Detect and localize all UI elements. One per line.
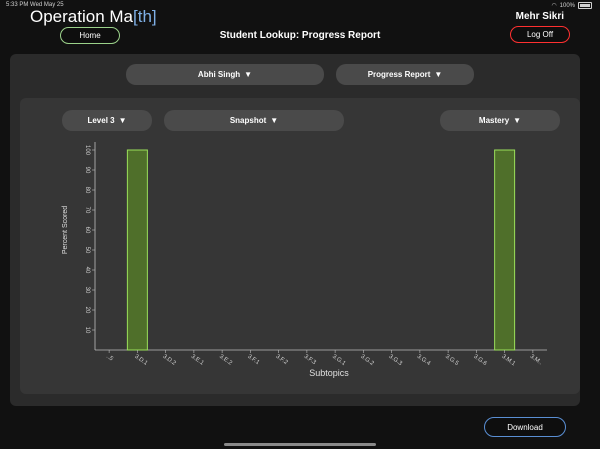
battery-icon [578, 2, 592, 9]
download-button[interactable]: Download [484, 417, 566, 437]
x-tick-label: 3.D.1 [133, 354, 149, 368]
y-tick-label: 90 [84, 167, 90, 174]
chevron-down-icon: ▼ [434, 70, 443, 79]
y-axis-label: Percent Scored [62, 206, 69, 254]
home-button[interactable]: Home [60, 27, 120, 44]
x-tick-label: 3.M.1 [500, 354, 516, 368]
chevron-down-icon: ▼ [244, 70, 253, 79]
log-off-button[interactable]: Log Off [510, 26, 570, 43]
bar-3-M-1[interactable] [494, 149, 516, 351]
chevron-down-icon: ▼ [513, 116, 522, 125]
y-tick-label: 100 [84, 145, 90, 156]
metric-dropdown-label: Mastery [478, 116, 510, 125]
bar-3-D-1[interactable] [126, 149, 148, 351]
y-tick-label: 40 [84, 267, 90, 274]
level-dropdown[interactable]: Level 3 ▼ [62, 110, 152, 131]
x-tick-label: 3.F.1 [246, 354, 261, 367]
chevron-down-icon: ▼ [270, 116, 279, 125]
status-time: 5:33 PM Wed May 25 [6, 2, 64, 8]
app-title-accent: [th] [133, 7, 157, 26]
level-dropdown-label: Level 3 [87, 116, 115, 125]
x-tick-label: 3.G.5 [444, 354, 460, 368]
x-tick-label: 3.G.2 [359, 354, 375, 368]
app-title-main: Operation Ma [30, 7, 133, 26]
view-dropdown[interactable]: Snapshot ▼ [164, 110, 344, 131]
student-dropdown-label: Abhi Singh [197, 70, 241, 79]
x-tick-label: 3.G.4 [416, 354, 432, 368]
x-tick-label: 3.E.2 [218, 354, 233, 367]
wifi-icon: ◠ [551, 3, 557, 9]
metric-dropdown[interactable]: Mastery ▼ [440, 110, 560, 131]
report-type-label: Progress Report [367, 70, 431, 79]
student-dropdown[interactable]: Abhi Singh ▼ [126, 64, 324, 85]
chevron-down-icon: ▼ [118, 116, 127, 125]
x-tick-label: 3.M.. [529, 354, 544, 367]
x-tick-label: 3.F.2 [274, 354, 289, 367]
y-tick-label: 20 [84, 307, 90, 314]
y-tick-label: 30 [84, 287, 90, 294]
user-name: Mehr Sikri [515, 11, 564, 22]
view-dropdown-label: Snapshot [229, 116, 267, 125]
battery-percent: 100% [559, 2, 575, 9]
x-tick-label: 3.G.6 [472, 354, 488, 368]
chart-panel [20, 98, 580, 394]
x-axis-label: Subtopics [309, 368, 349, 378]
app-title: Operation Ma[th] [30, 7, 157, 27]
y-tick-label: 80 [84, 187, 90, 194]
x-tick-label: 3.G.1 [331, 354, 347, 368]
page-title: Student Lookup: Progress Report [219, 30, 381, 41]
status-indicators: ◠ 100% [551, 2, 592, 9]
x-tick-label: 3.D.2 [161, 354, 177, 368]
x-tick-label: ..5 [105, 354, 114, 363]
home-indicator [224, 443, 376, 446]
report-type-dropdown[interactable]: Progress Report ▼ [336, 64, 474, 85]
y-tick-label: 50 [84, 247, 90, 254]
y-tick-label: 10 [84, 327, 90, 334]
y-tick-label: 70 [84, 207, 90, 214]
x-tick-label: 3.E.1 [190, 354, 205, 367]
y-tick-label: 60 [84, 227, 90, 234]
x-tick-label: 3.G.3 [387, 354, 403, 368]
x-tick-label: 3.F.3 [303, 354, 318, 367]
